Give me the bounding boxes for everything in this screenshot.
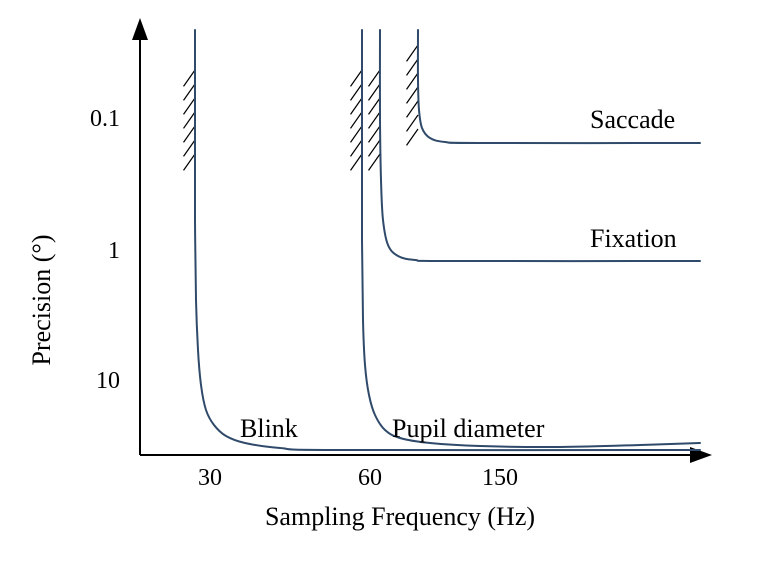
hatch-line (184, 84, 195, 100)
hatch-line (407, 59, 418, 75)
hatch-line (351, 154, 362, 170)
hatch-line (369, 140, 380, 156)
hatch-line (369, 98, 380, 114)
hatch-line (351, 140, 362, 156)
y-axis-arrow (132, 18, 148, 40)
hatch-line (184, 112, 195, 128)
hatch-line (184, 154, 195, 170)
hatch-line (369, 126, 380, 142)
hatch-line (184, 126, 195, 142)
hatch-line (184, 98, 195, 114)
hatch-line (369, 70, 380, 86)
hatch-line (407, 101, 418, 117)
y-tick-label: 10 (96, 368, 120, 394)
precision-vs-sampling-chart: 30 60 150 0.1 1 10 Blink Pupil diameter Fixation… (0, 0, 764, 573)
hatch-line (351, 70, 362, 86)
x-axis-label: Sampling Frequency (Hz) (265, 502, 535, 531)
hatch-line (407, 129, 418, 145)
series-label-pupil-diameter: Pupil diameter (392, 414, 545, 443)
hatch-line (351, 126, 362, 142)
series-label-fixation: Fixation (590, 224, 677, 253)
y-tick-label: 0.1 (90, 106, 120, 132)
x-tick-label: 30 (198, 465, 222, 491)
hatch-line (184, 140, 195, 156)
x-tick-label: 150 (482, 465, 518, 491)
hatch-line (369, 154, 380, 170)
hatch-line (351, 98, 362, 114)
y-tick-label: 1 (108, 238, 120, 264)
series-label-saccade: Saccade (590, 105, 675, 134)
hatch-line (407, 45, 418, 61)
y-axis-label: Precision (°) (27, 235, 56, 366)
series-label-blink: Blink (240, 414, 298, 443)
hatch-line (407, 73, 418, 89)
hatch-line (351, 112, 362, 128)
hatch-line (369, 112, 380, 128)
hatch-line (351, 84, 362, 100)
hatch-line (184, 70, 195, 86)
x-tick-label: 60 (358, 465, 382, 491)
hatch-line (407, 115, 418, 131)
hatch-line (369, 84, 380, 100)
chart-content: 30 60 150 0.1 1 10 Blink Pupil diameter Fixation… (90, 30, 700, 491)
hatch-line (407, 87, 418, 103)
